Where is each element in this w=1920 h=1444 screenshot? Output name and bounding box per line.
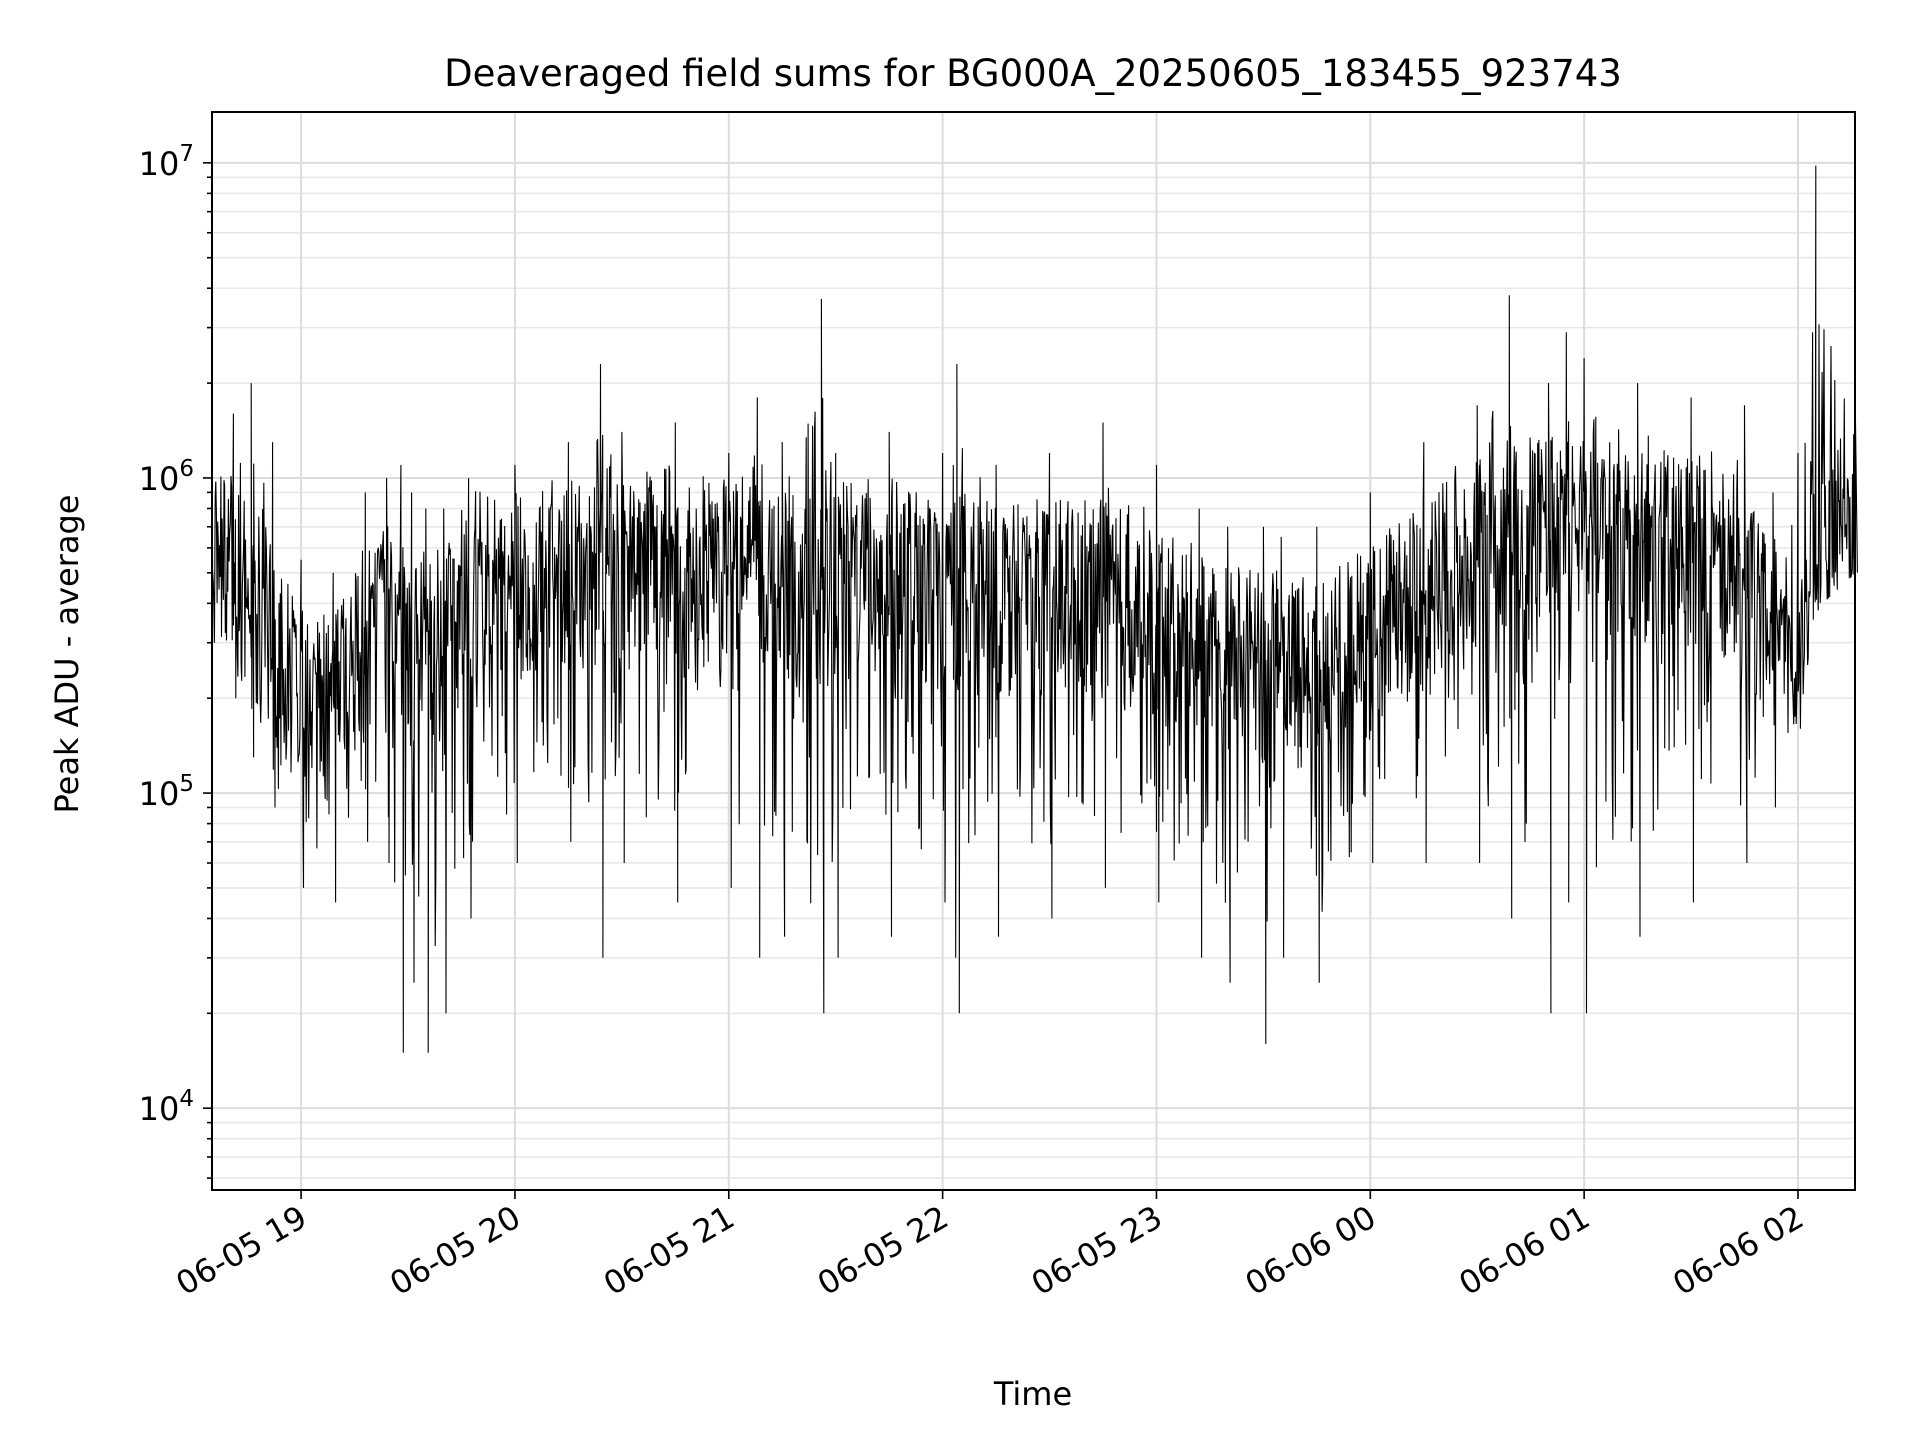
y-axis-label: Peak ADU - average <box>48 495 86 814</box>
x-axis-label: Time <box>993 1375 1072 1413</box>
x-tick-label: 06-05 20 <box>383 1198 527 1303</box>
y-tick-label: 104 <box>139 1086 194 1128</box>
data-series <box>211 165 1858 1053</box>
x-tick-label: 06-05 19 <box>170 1198 314 1303</box>
x-tick-label: 06-05 22 <box>811 1198 955 1303</box>
x-tick-label: 06-06 00 <box>1239 1198 1383 1303</box>
plot-frame <box>211 111 1856 1191</box>
y-tick-label: 106 <box>139 456 194 498</box>
y-tick-label: 107 <box>139 141 194 183</box>
series-line <box>211 165 1858 1053</box>
x-tick-label: 06-06 01 <box>1453 1198 1597 1303</box>
chart-title: Deaveraged field sums for BG000A_2025060… <box>444 52 1622 95</box>
x-tick-label: 06-05 23 <box>1025 1198 1169 1303</box>
x-tick-label: 06-05 21 <box>597 1198 741 1303</box>
x-tick-label: 06-06 02 <box>1666 1198 1810 1303</box>
y-tick-label: 105 <box>139 771 194 813</box>
